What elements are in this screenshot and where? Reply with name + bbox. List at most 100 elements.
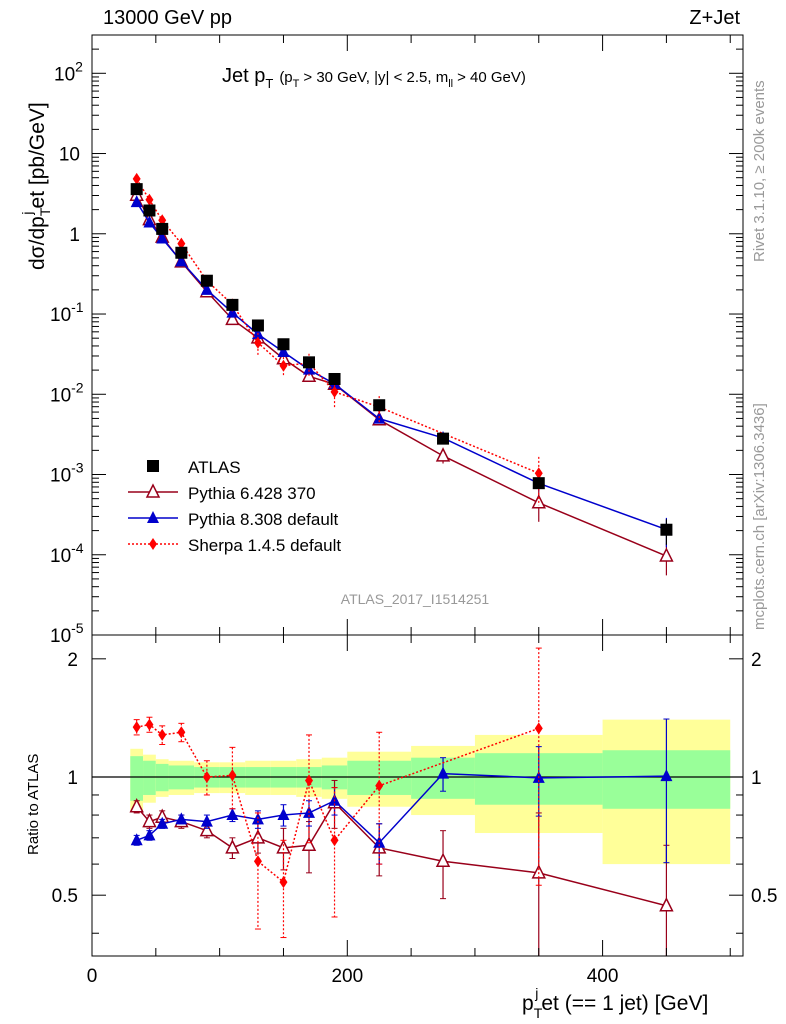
ratio-data-point — [156, 816, 169, 829]
ratio-plot-panel: 2 2 1 1 0.5 0.5 0 200 400 — [52, 634, 777, 987]
legend-label: Sherpa 1.4.5 default — [188, 536, 341, 555]
y-tick-label: 10-3 — [50, 460, 84, 487]
legend-marker — [147, 511, 159, 523]
data-point — [225, 310, 240, 326]
ratio-data-point — [330, 834, 339, 847]
data-point — [253, 336, 262, 349]
atlas-data-point — [226, 298, 239, 311]
legend-label: ATLAS — [188, 458, 241, 477]
atlas-data-point — [130, 183, 143, 196]
ratio-data-point — [534, 722, 543, 735]
plot-title: Jet pT (pT > 30 GeV, |y| < 2.5, mll > 40 Ge… — [222, 65, 526, 91]
atlas-data-point — [143, 204, 156, 217]
ratio-data-point — [225, 839, 240, 854]
title-cut-open: (p — [279, 69, 292, 86]
data-point — [279, 359, 288, 372]
data-point — [175, 254, 188, 267]
data-point — [156, 231, 169, 244]
atlas-data-point — [303, 356, 315, 369]
series-line-3 — [136, 178, 540, 474]
x-tick-label: 0 — [87, 966, 98, 987]
x-axis-label: pTj et (== 1 jet) [GeV] — [522, 985, 708, 1021]
ratio-y-tick-label-right: 2 — [751, 650, 762, 671]
data-point — [143, 215, 156, 228]
ratio-y-tick-label-right: 0.5 — [751, 886, 777, 907]
y-tick-label: 102 — [54, 58, 83, 85]
ratio-data-point — [177, 726, 186, 739]
ratio-data-point — [435, 852, 451, 868]
y-tick-label: 1 — [69, 225, 80, 246]
legend: ATLAS Pythia 6.428 370 Pythia 8.308 defaul… — [128, 458, 341, 555]
ratio-y-axis-label: Ratio to ATLAS — [25, 754, 42, 855]
uncertainty-band-inner — [130, 756, 144, 801]
atlas-data-point — [532, 477, 545, 490]
ratio-data-point — [659, 897, 674, 912]
ratio-data-point — [437, 766, 450, 779]
data-point — [200, 282, 213, 295]
header-right: Z+Jet — [689, 7, 740, 29]
data-point — [330, 385, 339, 398]
y-tick-label: 10-5 — [50, 620, 84, 647]
y-tick-label: 10-4 — [50, 540, 84, 567]
ratio-data-point — [375, 779, 384, 792]
title-main-sub: T — [265, 76, 273, 91]
uncertainty-band-inner — [143, 760, 156, 795]
ratio-data-point — [143, 828, 156, 841]
ratio-data-point — [158, 728, 167, 741]
ratio-data-point — [277, 808, 290, 821]
legend-label: Pythia 8.308 default — [188, 510, 339, 529]
legend-marker — [147, 460, 159, 472]
title-cut-end: > 40 GeV) — [457, 69, 526, 86]
rivet-version-label: Rivet 3.1.10, ≥ 200k events — [751, 80, 768, 262]
data-point — [177, 237, 186, 250]
ratio-y-tick-label-right: 1 — [751, 768, 762, 789]
data-point — [277, 345, 290, 358]
ratio-data-point — [145, 718, 154, 731]
data-point — [659, 547, 674, 562]
ratio-y-tick-label: 0.5 — [52, 886, 78, 907]
ratio-data-point — [142, 812, 157, 828]
xlabel-a: p — [522, 992, 534, 1015]
analysis-id-watermark: ATLAS_2017_I1514251 — [341, 591, 490, 607]
ratio-data-point — [200, 814, 213, 827]
atlas-data-point — [373, 399, 386, 412]
ratio-data-point — [228, 769, 237, 782]
ratio-y-tick-label: 1 — [67, 768, 78, 789]
atlas-data-point — [660, 523, 673, 536]
data-point — [435, 447, 451, 462]
atlas-data-point — [437, 432, 450, 445]
ratio-data-point — [175, 812, 188, 825]
title-cut-sub: T — [293, 78, 300, 90]
ratio-data-point — [226, 808, 239, 821]
atlas-data-point — [175, 246, 188, 259]
y-tick-label: 10 — [59, 145, 80, 166]
legend-label: Pythia 6.428 370 — [188, 484, 316, 503]
ylabel-sub: T — [37, 207, 53, 216]
atlas-data-point — [251, 319, 264, 332]
data-point — [226, 305, 239, 318]
data-point — [132, 172, 141, 185]
ratio-data-point — [199, 821, 215, 837]
atlas-data-point — [277, 338, 290, 351]
ratio-data-point — [660, 769, 673, 782]
ratio-data-point — [132, 721, 141, 734]
atlas-data-point — [328, 372, 341, 385]
header-left: 13000 GeV pp — [103, 7, 232, 29]
legend-marker — [145, 483, 161, 498]
atlas-data-point — [156, 222, 169, 235]
ylabel-b: et [pb/GeV] — [26, 102, 49, 208]
data-point — [130, 195, 143, 208]
y-axis-label: dσ/dpTj et [pb/GeV] — [19, 102, 53, 270]
ratio-data-point — [130, 833, 143, 846]
xlabel-b: et (== 1 jet) [GeV] — [541, 992, 708, 1015]
title-main: Jet p — [222, 65, 265, 87]
ratio-data-point — [305, 774, 313, 787]
data-point — [145, 193, 154, 206]
ratio-data-point — [202, 771, 211, 784]
y-tick-label: 10-2 — [50, 379, 84, 406]
title-cut-msub: ll — [448, 78, 453, 90]
ratio-data-point — [279, 876, 288, 889]
ratio-data-point — [129, 798, 144, 813]
atlas-data-point — [200, 274, 213, 287]
